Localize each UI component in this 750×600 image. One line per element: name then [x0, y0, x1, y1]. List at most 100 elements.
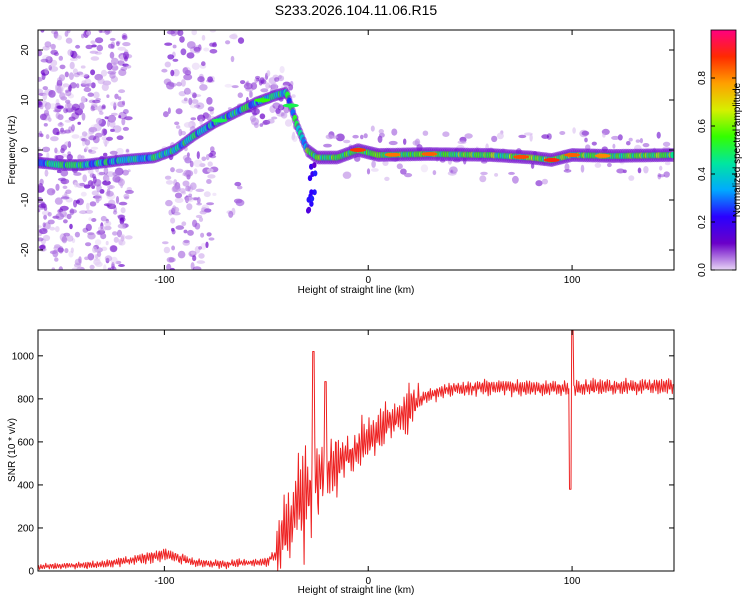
spectrogram-noise-blob	[65, 197, 73, 203]
spectrogram-noise-blob	[81, 131, 88, 137]
spectrogram-noise-blob	[60, 127, 65, 133]
spectrogram-noise-blob	[88, 217, 92, 221]
spectrogram-noise-blob	[192, 266, 202, 270]
spectrogram-noise-blob	[78, 256, 82, 264]
spectrogram-noise-blob	[494, 173, 499, 177]
spectrogram-noise-blob	[66, 154, 73, 161]
spectrogram-noise-blob	[182, 154, 190, 161]
spectrogram-noise-blob	[193, 168, 198, 175]
spectrogram-noise-blob	[212, 192, 217, 196]
spectrogram-noise-blob	[90, 82, 96, 89]
spectrogram-noise-blob	[181, 221, 187, 226]
spectrogram-noise-blob	[242, 4, 249, 7]
spectrogram-noise-blob	[71, 103, 80, 111]
spectrogram-noise-blob	[196, 260, 206, 264]
spectrogram-noise-blob	[55, 226, 60, 233]
spectrogram-noise-blob	[76, 71, 84, 76]
spectrogram-noise-blob	[123, 193, 130, 199]
spectrogram-noise-blob	[80, 191, 87, 197]
spectrogram-noise-blob	[171, 229, 176, 235]
spectrogram-noise-blob	[325, 134, 334, 140]
spectrogram-noise-blob	[83, 74, 90, 79]
spectrogram-noise-blob	[226, 30, 231, 31]
spectrogram-noise-blob	[164, 175, 172, 180]
spectrogram-noise-blob	[96, 184, 102, 193]
spectrogram-noise-blob	[170, 217, 176, 224]
spectrogram-hot-spot	[543, 158, 560, 162]
spectrogram-noise-blob	[249, 91, 254, 98]
spectrogram-noise-blob	[192, 219, 198, 228]
spectrogram-tail-blob	[309, 189, 314, 196]
spectrogram-noise-blob	[98, 30, 103, 34]
spectrogram-noise-blob	[371, 168, 379, 172]
spectrogram-noise-blob	[104, 220, 112, 227]
spectrogram-hot-spot	[282, 103, 299, 108]
spectrogram-noise-blob	[56, 105, 64, 109]
spectrogram-noise-blob	[192, 92, 197, 99]
spectrogram-noise-blob	[450, 169, 454, 173]
spectrogram-noise-blob	[182, 67, 189, 75]
spectrogram-noise-blob	[396, 163, 403, 170]
spectrogram-x-tick-label: -100	[154, 275, 174, 286]
spectrogram-noise-blob	[48, 64, 52, 71]
spectrogram-noise-blob	[92, 246, 98, 253]
spectrogram-noise-blob	[38, 237, 44, 242]
spectrogram-noise-blob	[172, 58, 179, 62]
spectrogram-noise-blob	[44, 41, 52, 48]
spectrogram-noise-blob	[384, 176, 390, 181]
spectrogram-noise-blob	[101, 83, 109, 91]
spectrogram-noise-blob	[277, 75, 285, 82]
spectrogram-noise-blob	[284, 119, 293, 127]
spectrogram-noise-blob	[44, 68, 49, 75]
spectrogram-noise-blob	[103, 264, 107, 270]
spectrogram-noise-blob	[206, 232, 212, 237]
spectrogram-hot-spot	[211, 118, 228, 123]
spectrogram-noise-blob	[237, 37, 245, 44]
spectrogram-noise-blob	[377, 135, 383, 143]
spectrogram-noise-blob	[186, 41, 196, 49]
spectrogram-noise-blob	[106, 136, 113, 141]
spectrogram-noise-blob	[191, 62, 200, 70]
spectrogram-noise-blob	[118, 115, 122, 119]
spectrogram-noise-blob	[102, 180, 111, 186]
spectrogram-noise-blob	[183, 97, 188, 102]
spectrogram-noise-blob	[89, 264, 95, 270]
spectrogram-noise-blob	[90, 56, 100, 61]
spectrogram-hot-spot	[384, 152, 401, 157]
spectrogram-noise-blob	[69, 208, 75, 216]
spectrogram-noise-blob	[59, 210, 67, 218]
spectrogram-noise-blob	[199, 118, 203, 126]
spectrogram-noise-blob	[563, 169, 572, 173]
spectrogram-noise-blob	[112, 62, 117, 67]
spectrogram-noise-blob	[98, 171, 106, 176]
spectrogram-noise-blob	[200, 232, 205, 238]
spectrogram-noise-blob	[176, 81, 182, 87]
spectrogram-noise-blob	[207, 22, 212, 27]
spectrogram-noise-blob	[38, 203, 47, 209]
spectrogram-noise-blob	[601, 128, 610, 135]
spectrogram-noise-blob	[591, 141, 597, 146]
spectrogram-noise-blob	[97, 251, 102, 257]
spectrogram-noise-blob	[125, 64, 132, 69]
spectrogram-noise-blob	[260, 79, 267, 85]
spectrogram-noise-blob	[584, 137, 588, 143]
spectrogram-noise-blob	[51, 267, 56, 270]
spectrogram-noise-blob	[180, 48, 187, 56]
spectrogram-noise-blob	[105, 30, 112, 34]
spectrogram-noise-blob	[639, 138, 644, 144]
spectrogram-noise-blob	[38, 225, 42, 229]
spectrogram-noise-blob	[65, 189, 72, 195]
spectrogram-noise-blob	[452, 167, 456, 173]
spectrogram-noise-blob	[93, 123, 102, 132]
spectrogram-noise-blob	[69, 57, 78, 62]
spectrogram-noise-blob	[46, 188, 56, 196]
spectrogram-noise-blob	[69, 223, 73, 230]
spectrogram-noise-blob	[58, 266, 63, 270]
spectrogram-noise-blob	[276, 111, 285, 117]
spectrogram-noise-blob	[201, 156, 207, 162]
spectrogram-noise-blob	[47, 219, 55, 225]
spectrogram-noise-blob	[209, 30, 217, 33]
spectrogram-noise-blob	[94, 261, 103, 267]
spectrogram-noise-blob	[74, 258, 82, 266]
